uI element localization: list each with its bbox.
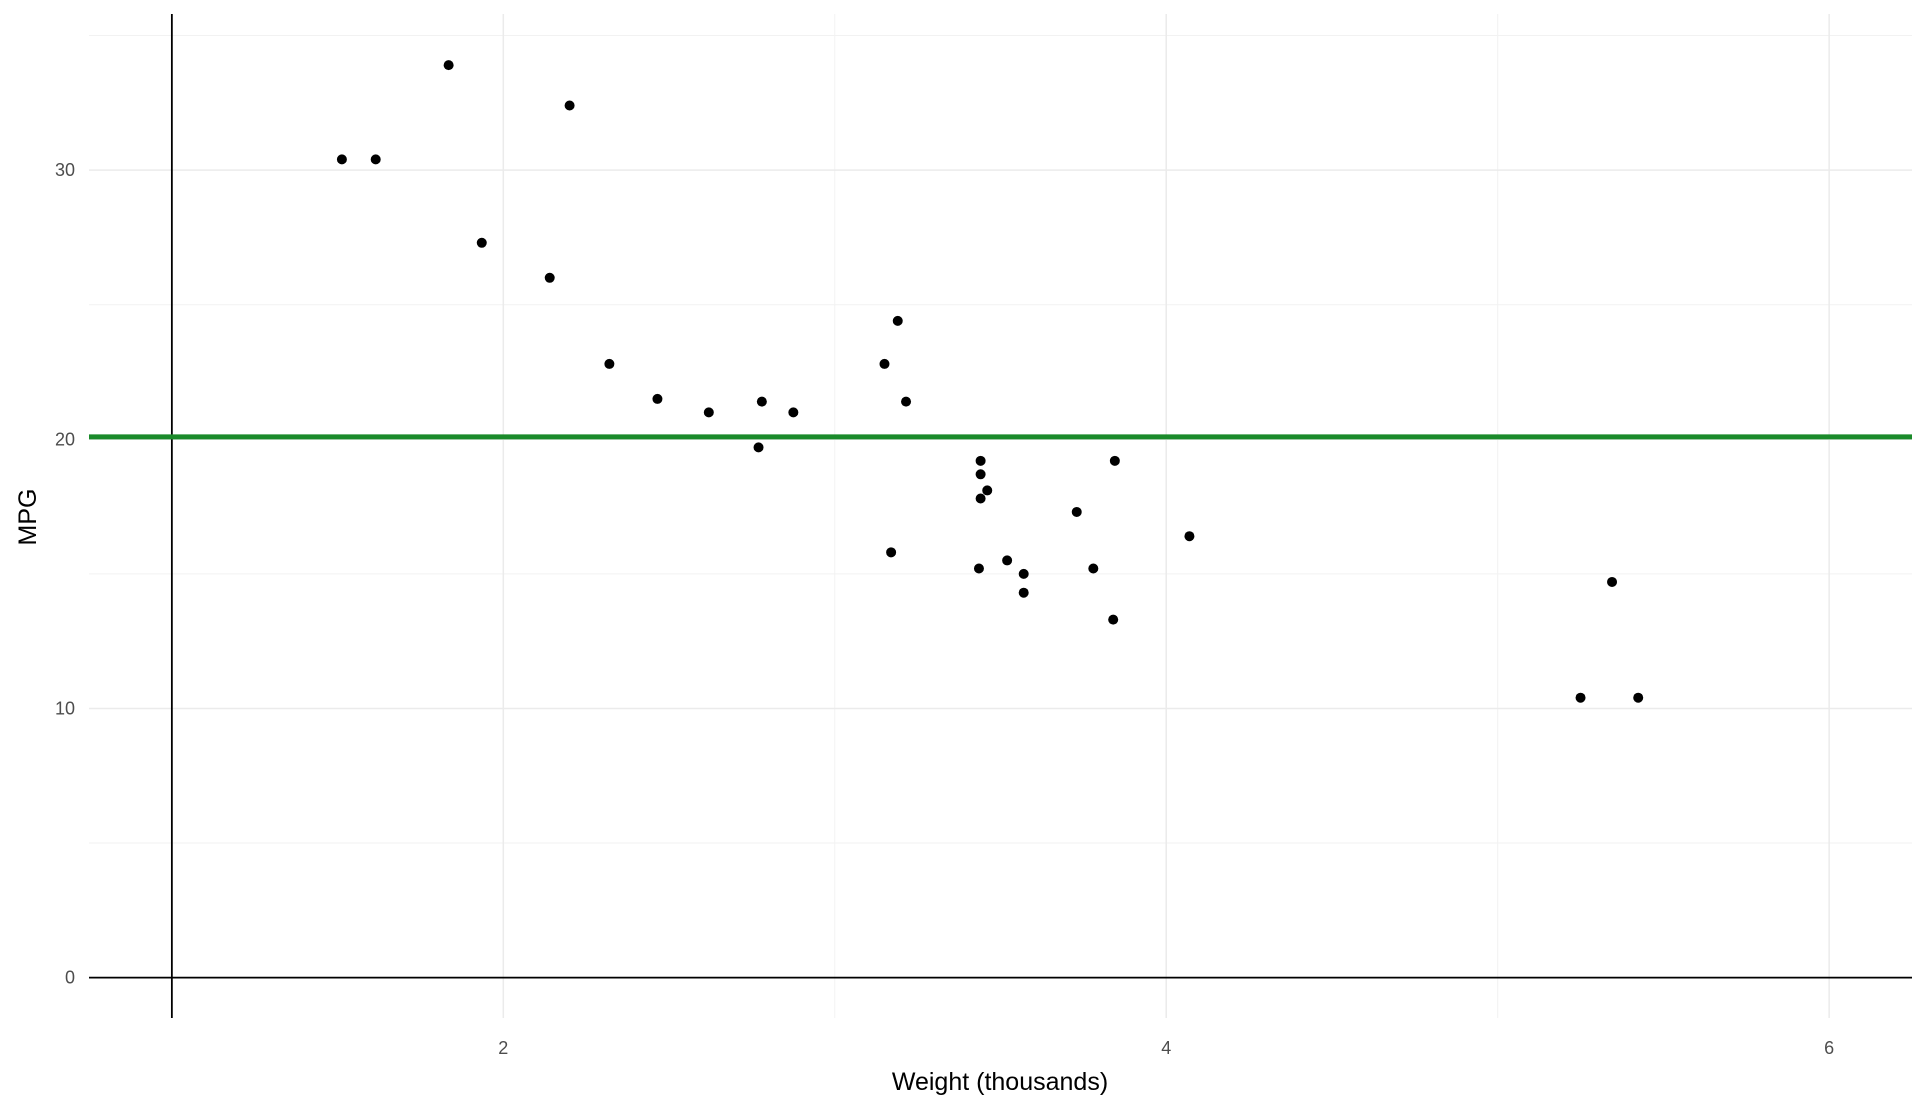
data-point	[703, 407, 714, 418]
y-tick-label: 0	[65, 968, 75, 988]
y-tick-label: 20	[55, 429, 75, 449]
data-points	[336, 60, 1644, 703]
data-point	[336, 154, 347, 165]
data-point	[564, 100, 575, 111]
x-tick-label: 6	[1824, 1038, 1834, 1058]
data-point	[652, 393, 663, 404]
data-point	[544, 272, 555, 283]
data-point	[443, 60, 454, 71]
data-point	[1088, 563, 1099, 574]
data-point	[975, 469, 986, 480]
y-tick-label: 10	[55, 698, 75, 718]
data-point	[886, 547, 897, 558]
x-tick-label: 4	[1161, 1038, 1171, 1058]
data-point	[892, 315, 903, 326]
data-point	[1018, 587, 1029, 598]
data-point	[1109, 455, 1120, 466]
data-point	[370, 154, 381, 165]
data-point	[753, 442, 764, 453]
data-point	[975, 493, 986, 504]
data-point	[604, 358, 615, 369]
data-point	[1108, 614, 1119, 625]
tick-labels: 2 4 6 0 10 20 30	[55, 160, 1834, 1058]
data-point	[879, 358, 890, 369]
y-tick-label: 30	[55, 160, 75, 180]
data-point	[756, 396, 767, 407]
data-point	[476, 237, 487, 248]
x-axis-title: Weight (thousands)	[892, 1068, 1108, 1096]
data-point	[1071, 506, 1082, 517]
data-point	[1002, 555, 1013, 566]
reference-lines	[89, 14, 1912, 1018]
x-tick-label: 2	[498, 1038, 508, 1058]
data-point	[1633, 692, 1644, 703]
data-point	[1018, 568, 1029, 579]
data-point	[975, 455, 986, 466]
data-point	[1184, 531, 1195, 542]
y-axis-title: MPG	[14, 489, 42, 546]
data-point	[1607, 576, 1618, 587]
data-point	[1575, 692, 1586, 703]
data-point	[901, 396, 912, 407]
grid-lines	[89, 14, 1912, 1018]
data-point	[973, 563, 984, 574]
data-point	[982, 485, 993, 496]
data-point	[788, 407, 799, 418]
